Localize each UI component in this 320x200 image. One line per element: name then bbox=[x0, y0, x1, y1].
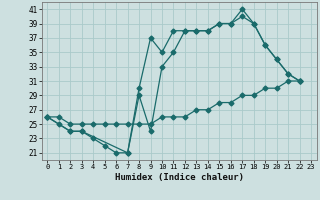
X-axis label: Humidex (Indice chaleur): Humidex (Indice chaleur) bbox=[115, 173, 244, 182]
